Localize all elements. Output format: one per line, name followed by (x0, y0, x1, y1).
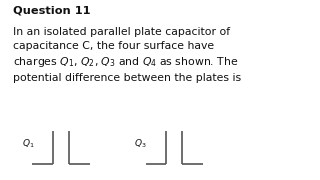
Text: Question 11: Question 11 (13, 5, 90, 15)
Text: In an isolated parallel plate capacitor of
capacitance C, the four surface have
: In an isolated parallel plate capacitor … (13, 27, 241, 83)
Text: $Q_1$: $Q_1$ (22, 138, 35, 150)
Text: $Q_3$: $Q_3$ (134, 138, 147, 150)
